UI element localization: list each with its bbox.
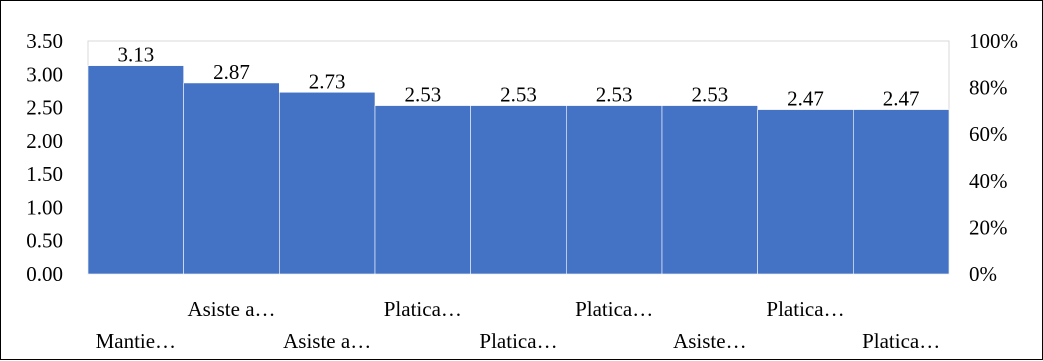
data-label: 2.87: [213, 60, 250, 84]
y-tick-label: 3.00: [26, 62, 63, 86]
y2-tick-label: 80%: [969, 76, 1008, 100]
x-axis: Mantie… Asiste a… Asiste a… Platica… Platica…: [96, 297, 941, 353]
data-label: 2.47: [787, 87, 824, 111]
y2-tick-label: 60%: [969, 122, 1008, 146]
x-tick-label: Asiste a…: [187, 297, 275, 321]
y-tick-label: 1.00: [26, 195, 63, 219]
data-label: 2.47: [883, 87, 920, 111]
bar: [183, 82, 280, 275]
bars: [87, 65, 950, 275]
bar: [87, 65, 184, 275]
y-axis-left: 0.00 0.50 1.00 1.50 2.00 2.50 3.00 3.50: [26, 29, 63, 286]
y-tick-label: 2.50: [26, 96, 63, 120]
y-tick-label: 3.50: [26, 29, 63, 53]
bar: [374, 105, 471, 275]
y-axis-right: 0% 20% 40% 60% 80% 100%: [969, 29, 1018, 286]
x-tick-label: Platica…: [766, 297, 844, 321]
bar: [470, 105, 567, 275]
x-tick-label: Mantie…: [96, 329, 176, 353]
bar: [661, 105, 758, 275]
x-tick-label: Asiste…: [673, 329, 747, 353]
y-tick-label: 0.00: [26, 262, 63, 286]
data-label: 2.73: [309, 69, 346, 93]
bar: [566, 105, 663, 275]
data-label: 2.53: [691, 83, 728, 107]
x-tick-label: Platica…: [384, 297, 462, 321]
y-tick-label: 2.00: [26, 129, 63, 153]
data-labels: 3.13 2.87 2.73 2.53 2.53 2.53 2.53 2.47 2.47: [117, 43, 919, 111]
x-tick-label: Platica…: [479, 329, 557, 353]
x-tick-label: Asiste a…: [283, 329, 371, 353]
y2-tick-label: 0%: [969, 262, 997, 286]
data-label: 2.53: [404, 83, 441, 107]
data-label: 2.53: [500, 83, 537, 107]
y-tick-label: 0.50: [26, 229, 63, 253]
bar: [757, 109, 854, 275]
data-label: 3.13: [117, 43, 154, 67]
x-tick-label: Platica…: [862, 329, 940, 353]
x-tick-label: Platica…: [575, 297, 653, 321]
data-label: 2.53: [596, 83, 633, 107]
bar: [279, 91, 376, 275]
bar: [853, 109, 950, 275]
y2-tick-label: 100%: [969, 29, 1018, 53]
y-tick-label: 1.50: [26, 162, 63, 186]
y2-tick-label: 40%: [969, 169, 1008, 193]
y2-tick-label: 20%: [969, 215, 1008, 239]
